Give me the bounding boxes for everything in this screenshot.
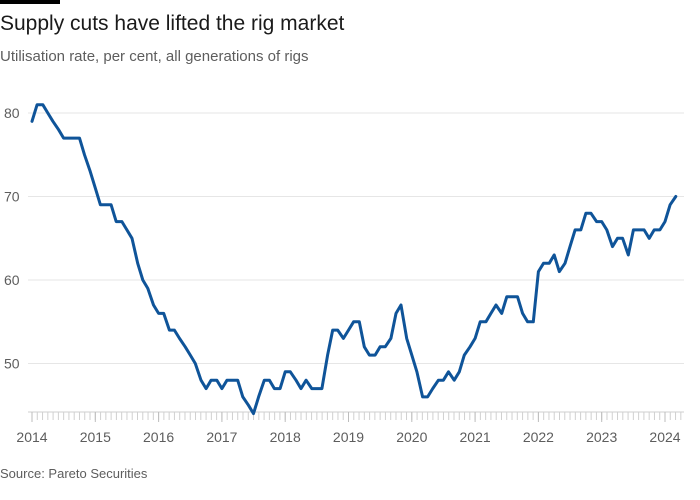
- x-tick-label: 2021: [460, 429, 491, 445]
- brand-bar: [0, 0, 60, 4]
- x-axis: 2014 2015 2016 2017 2018 2019 2020 2021 2022 2023…: [16, 411, 684, 445]
- y-tick-label: 50: [4, 356, 20, 372]
- x-tick-label: 2015: [80, 429, 111, 445]
- series-layer: [30, 103, 678, 416]
- x-tick-label: 2016: [143, 429, 174, 445]
- x-tick-label: 2022: [523, 429, 554, 445]
- chart-title: Supply cuts have lifted the rig market: [0, 12, 345, 35]
- y-axis-ticks: 80 70 60 50: [4, 105, 20, 372]
- x-tick-label: 2019: [333, 429, 364, 445]
- chart-subtitle: Utilisation rate, per cent, all generati…: [0, 48, 309, 65]
- source-note: Source: Pareto Securities: [0, 466, 148, 481]
- series-line: [30, 103, 678, 416]
- y-tick-label: 60: [4, 272, 20, 288]
- x-tick-label: 2018: [270, 429, 301, 445]
- x-tick-label: 2014: [16, 429, 47, 445]
- x-tick-label: 2017: [206, 429, 237, 445]
- x-tick-label: 2024: [649, 429, 680, 445]
- y-tick-label: 70: [4, 189, 20, 205]
- x-tick-label: 2023: [586, 429, 617, 445]
- y-tick-label: 80: [4, 105, 20, 121]
- x-tick-label: 2020: [396, 429, 427, 445]
- grid-lines: [28, 112, 684, 364]
